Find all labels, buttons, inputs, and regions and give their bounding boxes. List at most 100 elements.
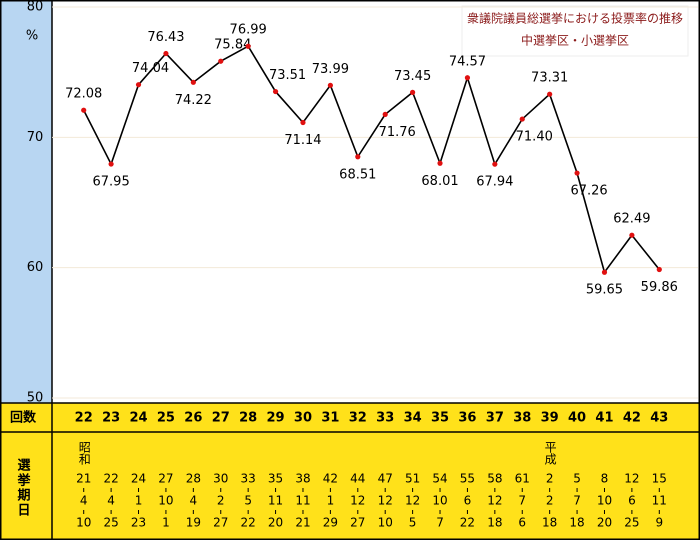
point	[135, 82, 142, 88]
date-part: 10	[76, 516, 91, 530]
value-label: 68.01	[421, 174, 458, 189]
date-part: 51	[405, 472, 420, 486]
point	[327, 82, 333, 88]
x-tick-label: 42	[623, 411, 641, 426]
date-part: 12	[378, 494, 393, 508]
point	[410, 89, 416, 95]
point	[464, 75, 471, 81]
date-part: 10	[597, 494, 612, 508]
date-part: 12	[405, 494, 420, 508]
value-label: 73.45	[394, 69, 431, 84]
date-part: 1	[162, 516, 170, 530]
x-tick-label: 25	[157, 411, 175, 426]
x-tick-label: 36	[458, 411, 476, 426]
value-label: 74.22	[175, 93, 212, 108]
date-part: 54	[432, 472, 447, 486]
x-tick-label: 27	[212, 411, 230, 426]
era-label: 平成	[543, 441, 557, 466]
date-part: 38	[295, 472, 310, 486]
date-part: 20	[268, 516, 283, 530]
date-part: 7	[518, 494, 526, 508]
point	[574, 170, 580, 176]
date-part: 25	[103, 516, 118, 530]
value-label: 73.31	[531, 71, 568, 86]
chart-title: 衆議院議員総選挙における投票率の推移	[467, 11, 683, 26]
date-part: 21	[76, 472, 91, 486]
value-label: 71.76	[379, 125, 416, 140]
point	[519, 116, 525, 122]
date-part: 11	[652, 494, 667, 508]
date-part: 28	[186, 472, 201, 486]
value-label: 73.51	[269, 68, 306, 83]
date-part: 23	[131, 516, 146, 530]
value-label: 67.26	[570, 184, 607, 199]
point	[81, 107, 87, 113]
date-part: 6	[464, 494, 472, 508]
era-label: 昭和	[77, 441, 91, 465]
value-label: 76.43	[147, 30, 184, 45]
date-part: 18	[542, 516, 557, 530]
x-tick-label: 33	[376, 411, 394, 426]
date-part: 47	[378, 472, 393, 486]
title-box	[461, 5, 689, 57]
point	[547, 91, 553, 97]
date-part: 33	[241, 472, 256, 486]
y-axis-band	[0, 0, 52, 403]
date-part: 55	[460, 472, 475, 486]
y-tick-label: 60	[27, 260, 44, 275]
date-part: 58	[487, 472, 502, 486]
value-label: 59.86	[641, 280, 678, 295]
date-part: 4	[80, 494, 88, 508]
date-part: 15	[652, 472, 667, 486]
date-part: 24	[131, 472, 146, 486]
x-tick-label: 38	[513, 411, 531, 426]
date-part: 5	[244, 494, 252, 508]
date-part: 25	[624, 516, 639, 530]
point	[355, 154, 361, 160]
row-label: 回数	[10, 410, 37, 426]
date-part: 22	[241, 516, 256, 530]
x-tick-label: 39	[541, 411, 559, 426]
x-tick-label: 32	[349, 411, 367, 426]
point	[163, 50, 169, 57]
value-label: 75.84	[214, 38, 251, 53]
date-part: 7	[436, 516, 444, 530]
date-part: 61	[515, 472, 530, 486]
line	[82, 45, 660, 275]
date-part: 5	[409, 516, 417, 530]
chart-subtitle: 中選挙区・小選挙区	[521, 33, 629, 48]
date-part: 27	[158, 472, 173, 486]
x-tick-label: 37	[486, 411, 504, 426]
date-part: 11	[268, 494, 283, 508]
value-label: 74.57	[449, 54, 486, 69]
date-part: 12	[487, 494, 502, 508]
y-tick-label: 80	[27, 0, 44, 15]
point	[272, 88, 279, 95]
value-label: 59.65	[586, 283, 623, 298]
y-unit: %	[26, 29, 38, 44]
date-part: 4	[107, 494, 115, 508]
point	[492, 161, 498, 167]
date-part: 12	[624, 472, 639, 486]
x-tick-label: 26	[184, 411, 202, 426]
point	[245, 43, 251, 49]
date-part: 20	[597, 516, 612, 530]
date-part: 30	[213, 472, 228, 486]
point	[629, 232, 635, 238]
date-part: 6	[628, 494, 636, 508]
date-part: 42	[323, 472, 338, 486]
value-label: 74.04	[132, 61, 169, 76]
date-part: 4	[190, 494, 198, 508]
date-part: 6	[518, 516, 526, 530]
value-label: 76.99	[230, 23, 267, 38]
x-tick-label: 28	[239, 411, 257, 426]
x-tick-label: 35	[431, 411, 449, 426]
date-part: 10	[158, 494, 173, 508]
date-part: 5	[573, 472, 581, 486]
date-part: 2	[217, 494, 225, 508]
point	[601, 269, 608, 275]
date-part: 22	[460, 516, 475, 530]
date-part: 21	[295, 516, 310, 530]
